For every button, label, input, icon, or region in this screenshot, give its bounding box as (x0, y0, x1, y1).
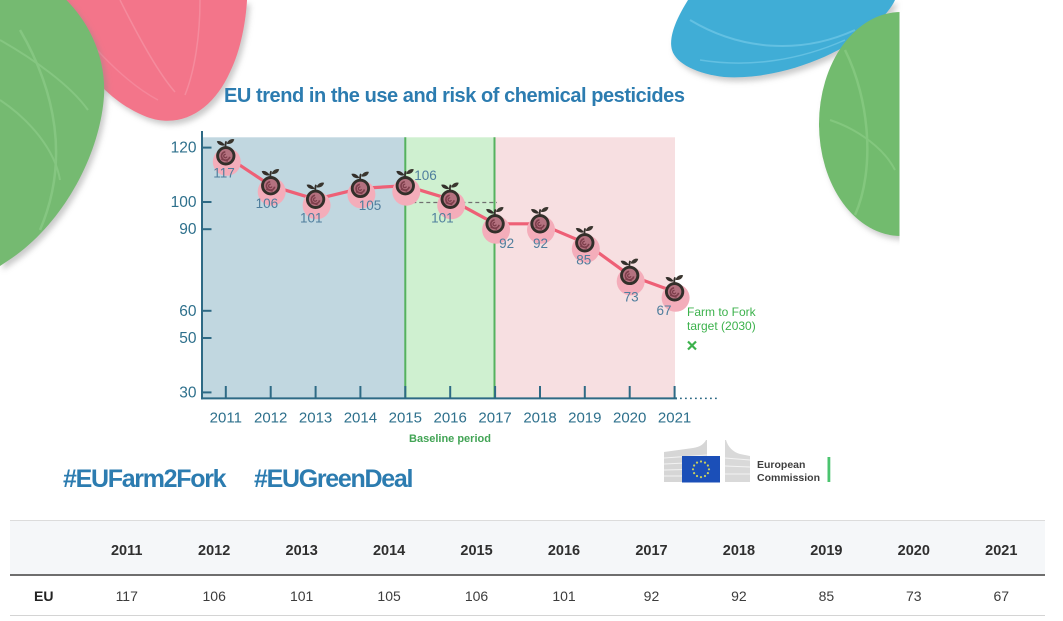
svg-text:105: 105 (359, 198, 382, 213)
svg-text:2021: 2021 (658, 410, 691, 427)
svg-text:67: 67 (656, 303, 671, 318)
svg-text:85: 85 (576, 253, 591, 268)
svg-text:120: 120 (171, 140, 197, 157)
svg-text:2017: 2017 (478, 410, 511, 427)
svg-text:30: 30 (179, 384, 197, 401)
svg-text:60: 60 (179, 303, 197, 320)
svg-text:target (2030): target (2030) (687, 319, 756, 333)
svg-text:2016: 2016 (434, 410, 467, 427)
svg-text:2012: 2012 (254, 410, 287, 427)
svg-text:2013: 2013 (299, 410, 332, 427)
svg-text:92: 92 (499, 236, 514, 251)
svg-text:EU trend in the use and risk o: EU trend in the use and risk of chemical… (224, 85, 685, 107)
svg-text:#EUFarm2Fork: #EUFarm2Fork (63, 465, 227, 493)
svg-text:117: 117 (213, 166, 235, 181)
svg-text:Baseline period: Baseline period (409, 433, 491, 445)
svg-text:100: 100 (171, 194, 197, 211)
svg-text:2019: 2019 (568, 410, 601, 427)
svg-text:Farm to Fork: Farm to Fork (687, 305, 757, 319)
svg-text:European: European (757, 459, 805, 471)
svg-text:#EUGreenDeal: #EUGreenDeal (254, 465, 412, 493)
svg-text:2020: 2020 (613, 410, 646, 427)
svg-text:2014: 2014 (344, 410, 377, 427)
svg-text:2015: 2015 (389, 410, 422, 427)
svg-text:92: 92 (533, 236, 548, 251)
svg-text:2018: 2018 (523, 410, 556, 427)
svg-text:90: 90 (179, 221, 197, 238)
svg-text:101: 101 (300, 210, 323, 225)
svg-text:101: 101 (431, 210, 454, 225)
svg-text:73: 73 (624, 289, 639, 304)
svg-text:Commission: Commission (757, 472, 820, 484)
svg-text:106: 106 (256, 196, 279, 211)
svg-text:2011: 2011 (210, 410, 242, 427)
svg-text:106: 106 (414, 168, 437, 183)
svg-text:50: 50 (179, 330, 197, 347)
